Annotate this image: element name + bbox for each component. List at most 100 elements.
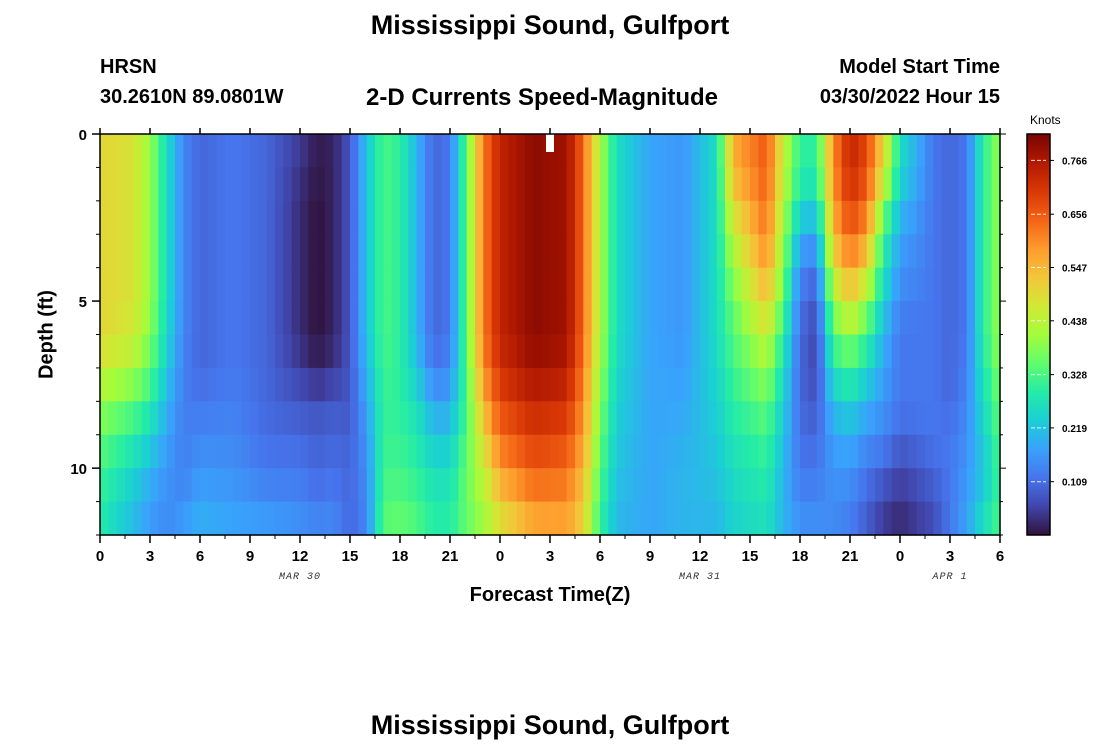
heatmap-cell <box>875 234 884 269</box>
heatmap-cell <box>666 200 676 235</box>
heatmap-cell <box>733 267 743 302</box>
heatmap-cell <box>200 501 209 536</box>
heatmap-cell <box>833 468 843 503</box>
heatmap-cell <box>158 401 168 436</box>
heatmap-cell <box>716 367 726 402</box>
heatmap-cell <box>508 434 518 469</box>
heatmap-cell <box>275 234 284 269</box>
heatmap-cell <box>975 301 984 336</box>
heatmap-cell <box>666 401 676 436</box>
heatmap-cell <box>908 200 918 235</box>
heatmap-cell <box>341 334 351 369</box>
heatmap-cell <box>358 434 368 469</box>
heatmap-cell <box>591 434 601 469</box>
heatmap-cell <box>433 501 443 536</box>
heatmap-cell <box>875 367 884 402</box>
heatmap-cell <box>525 468 534 503</box>
heatmap-cell <box>891 167 901 202</box>
heatmap-cell <box>533 434 543 469</box>
heatmap-cell <box>975 468 984 503</box>
heatmap-cell <box>400 200 409 235</box>
heatmap-cell <box>425 200 434 235</box>
heatmap-cell <box>516 134 526 169</box>
heatmap-cell <box>600 501 609 536</box>
heatmap-cell <box>450 501 459 536</box>
heatmap-cell <box>500 301 509 336</box>
heatmap-cell <box>191 267 201 302</box>
heatmap-cell <box>516 367 526 402</box>
heatmap-cell <box>716 200 726 235</box>
heatmap-cell <box>125 167 134 202</box>
heatmap-cell <box>283 301 293 336</box>
heatmap-cell <box>725 468 734 503</box>
heatmap-cell <box>716 234 726 269</box>
heatmap-cell <box>791 134 801 169</box>
heatmap-cell <box>991 334 1001 369</box>
heatmap-cell <box>433 234 443 269</box>
heatmap-cell <box>733 134 743 169</box>
heatmap-cell <box>491 234 501 269</box>
heatmap-cell <box>991 267 1001 302</box>
heatmap-cell <box>508 267 518 302</box>
heatmap-cell <box>308 401 318 436</box>
heatmap-cell <box>316 468 326 503</box>
heatmap-cell <box>358 267 368 302</box>
heatmap-cell <box>341 301 351 336</box>
heatmap-cell <box>808 401 818 436</box>
heatmap-cell <box>941 200 951 235</box>
heatmap-cell <box>258 334 268 369</box>
heatmap-cell <box>291 267 301 302</box>
heatmap-cell <box>408 468 418 503</box>
heatmap-cell <box>341 501 351 536</box>
heatmap-cell <box>658 501 668 536</box>
heatmap-cell <box>400 301 409 336</box>
heatmap-cell <box>558 401 568 436</box>
heatmap-cell <box>350 301 359 336</box>
heatmap-cell <box>933 367 943 402</box>
heatmap-cell <box>741 267 751 302</box>
heatmap-cell <box>341 468 351 503</box>
heatmap-cell <box>475 167 484 202</box>
heatmap-cell <box>841 367 851 402</box>
heatmap-cell <box>983 401 993 436</box>
heatmap-cell <box>658 200 668 235</box>
heatmap-cell <box>800 501 809 536</box>
heatmap-cell <box>441 501 451 536</box>
heatmap-cell <box>716 167 726 202</box>
heatmap-cell <box>416 468 426 503</box>
heatmap-cell <box>625 501 634 536</box>
heatmap-cell <box>708 200 718 235</box>
heatmap-cell <box>200 401 209 436</box>
heatmap-cell <box>666 501 676 536</box>
heatmap-cell <box>641 401 651 436</box>
heatmap-cell <box>541 334 551 369</box>
heatmap-cell <box>375 234 384 269</box>
heatmap-cell <box>133 434 143 469</box>
heatmap-cell <box>616 267 626 302</box>
heatmap-cell <box>358 301 368 336</box>
heatmap-cell <box>141 134 151 169</box>
heatmap-cell <box>425 134 434 169</box>
heatmap-cell <box>741 234 751 269</box>
heatmap-cell <box>816 501 826 536</box>
heatmap-cell <box>841 267 851 302</box>
heatmap-cell <box>866 434 876 469</box>
heatmap-cell <box>641 501 651 536</box>
heatmap-cell <box>275 301 284 336</box>
heatmap-cell <box>150 134 159 169</box>
heatmap-cell <box>608 501 618 536</box>
heatmap-cell <box>175 134 184 169</box>
heatmap-cell <box>183 200 193 235</box>
heatmap-cell <box>700 134 709 169</box>
heatmap-cell <box>908 134 918 169</box>
heatmap-cell <box>600 234 609 269</box>
heatmap-cell <box>825 301 834 336</box>
heatmap-cell <box>991 401 1001 436</box>
heatmap-cell <box>383 401 393 436</box>
x-tick-label: 18 <box>792 548 809 565</box>
y-tick-label: 10 <box>70 461 87 478</box>
heatmap-cell <box>108 367 118 402</box>
heatmap-cell <box>600 301 609 336</box>
heatmap-cell <box>650 468 659 503</box>
heatmap-cell <box>775 334 784 369</box>
